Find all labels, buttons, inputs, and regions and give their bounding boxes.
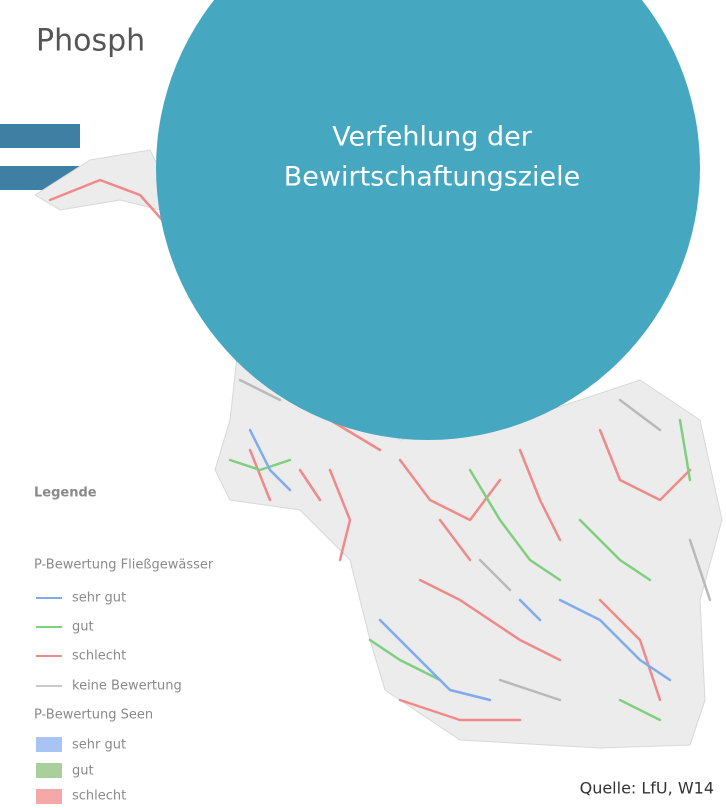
bar-decoration bbox=[0, 124, 80, 148]
legend-label: keine Bewertung bbox=[72, 679, 182, 694]
legend-swatch bbox=[36, 737, 62, 752]
legend: Legende P-Bewertung Fließgewässer sehr g… bbox=[34, 486, 214, 805]
source-note: Quelle: LfU, W14 bbox=[580, 779, 714, 798]
legend-label: sehr gut bbox=[72, 738, 126, 753]
legend-label: gut bbox=[72, 620, 94, 635]
legend-label: schlecht bbox=[72, 649, 126, 664]
slide-title: Phosph bbox=[36, 24, 145, 59]
slide: Phosph Legende P-Bewertung Fließgewässer… bbox=[0, 0, 726, 808]
legend-heading: P-Bewertung Seen bbox=[34, 708, 153, 723]
legend-label: gut bbox=[72, 764, 94, 779]
legend-title: Legende bbox=[34, 486, 97, 501]
legend-swatch bbox=[36, 789, 62, 804]
legend-label: sehr gut bbox=[72, 591, 126, 606]
circle-text: Verfehlung der bbox=[332, 122, 533, 153]
legend-label: schlecht bbox=[72, 789, 126, 804]
legend-swatch bbox=[36, 763, 62, 778]
legend-heading: P-Bewertung Fließgewässer bbox=[34, 558, 214, 573]
circle-text: Bewirtschaftungsziele bbox=[284, 162, 580, 193]
